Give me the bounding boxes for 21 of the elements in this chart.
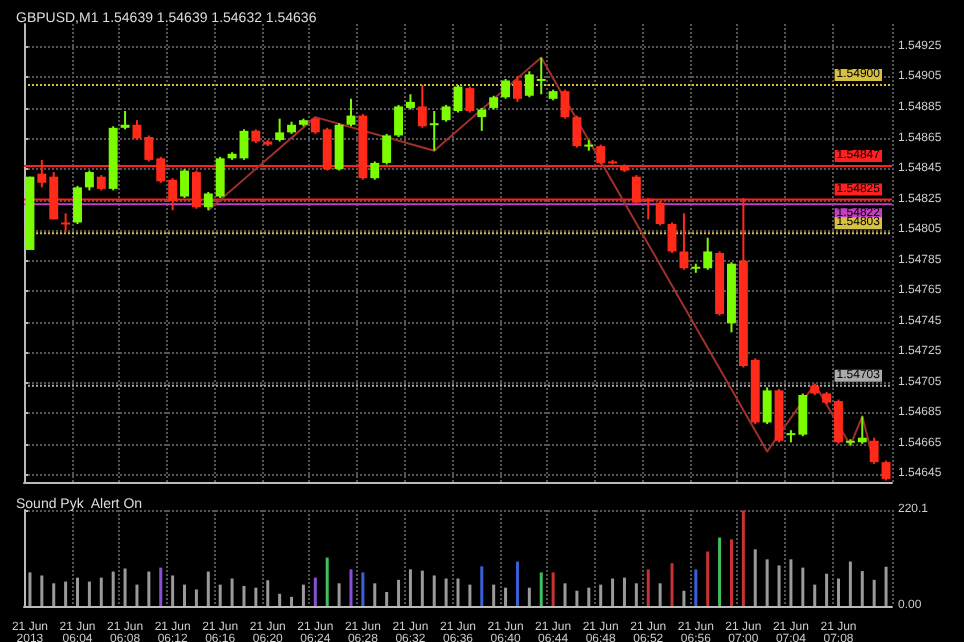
- candlestick: [84, 169, 94, 192]
- candlestick: [762, 386, 772, 425]
- candlestick: [120, 110, 130, 131]
- candlestick: [501, 77, 511, 100]
- candlestick: [275, 117, 285, 143]
- candlestick: [429, 110, 439, 152]
- candlestick: [477, 106, 487, 132]
- candlestick: [512, 74, 522, 103]
- candlestick: [370, 160, 380, 181]
- candlestick: [465, 85, 475, 114]
- candlestick: [560, 88, 570, 120]
- candlestick: [869, 436, 879, 465]
- candlestick: [382, 132, 392, 166]
- candlestick: [180, 168, 189, 200]
- candlestick: [61, 212, 71, 233]
- candlestick: [417, 84, 427, 129]
- candlestick: [73, 184, 82, 225]
- candlestick: [572, 114, 582, 149]
- candlestick: [679, 212, 689, 271]
- candlestick: [334, 122, 344, 172]
- candlestick: [881, 459, 891, 482]
